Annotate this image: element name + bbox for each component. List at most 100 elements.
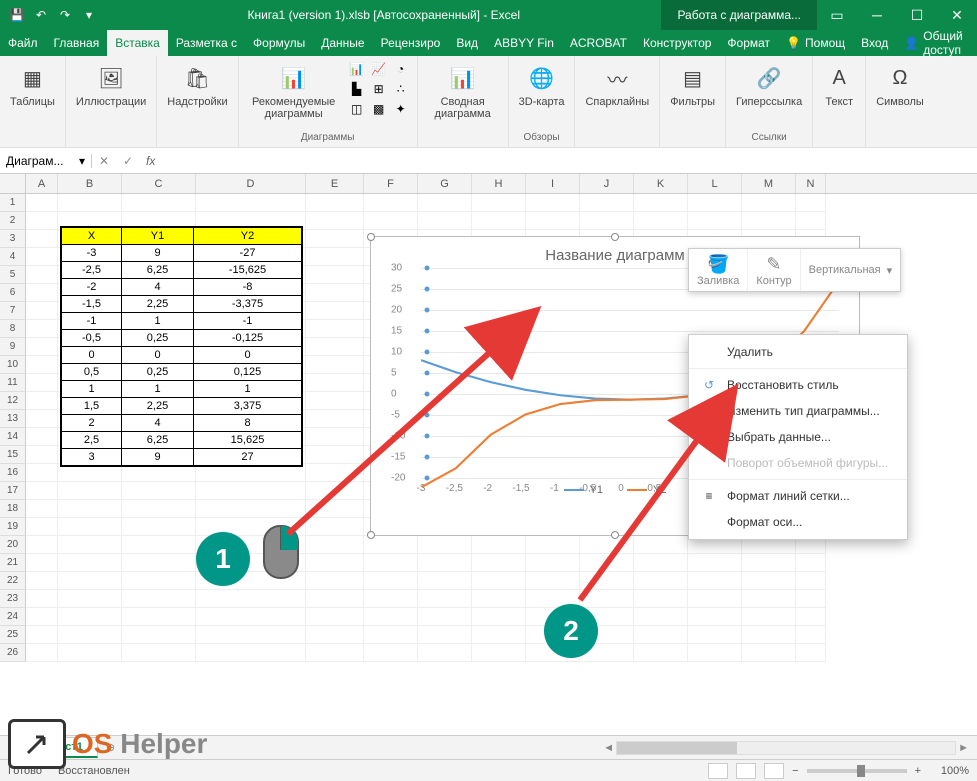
context-menu-item[interactable]: ↺Восстановить стиль (689, 372, 907, 398)
cell[interactable] (26, 392, 58, 410)
spreadsheet-grid[interactable]: ABCDEFGHIJKLMN 1234567891011121314151617… (0, 174, 977, 734)
cell[interactable] (196, 482, 306, 500)
row-header[interactable]: 26 (0, 644, 26, 662)
cell[interactable] (796, 194, 826, 212)
cell[interactable] (796, 644, 826, 662)
cell[interactable] (306, 284, 364, 302)
close-icon[interactable]: ✕ (937, 0, 977, 30)
fill-button[interactable]: 🪣 Заливка (689, 249, 748, 291)
cell[interactable] (58, 500, 122, 518)
column-header[interactable]: L (688, 174, 742, 193)
sparklines-button[interactable]: 〰 Спарклайны (581, 60, 653, 110)
column-header[interactable]: C (122, 174, 196, 193)
ribbon-tab-данные[interactable]: Данные (313, 30, 372, 56)
ribbon-tab-вид[interactable]: Вид (448, 30, 486, 56)
cell[interactable] (306, 338, 364, 356)
chart-handle[interactable] (611, 531, 619, 539)
cell[interactable] (742, 644, 796, 662)
orientation-dropdown[interactable]: Вертикальная ▾ (801, 249, 901, 291)
ribbon-tab-конструктор[interactable]: Конструктор (635, 30, 719, 56)
cell[interactable] (122, 554, 196, 572)
column-header[interactable]: G (418, 174, 472, 193)
row-header[interactable]: 21 (0, 554, 26, 572)
cell[interactable] (472, 194, 526, 212)
row-header[interactable]: 7 (0, 302, 26, 320)
combo-chart-icon[interactable]: ◫ (347, 100, 367, 118)
row-header[interactable]: 12 (0, 392, 26, 410)
cell[interactable] (634, 212, 688, 230)
cell[interactable] (58, 194, 122, 212)
cell[interactable] (26, 320, 58, 338)
cell[interactable] (26, 572, 58, 590)
row-header[interactable]: 16 (0, 464, 26, 482)
column-header[interactable]: N (796, 174, 826, 193)
cell[interactable] (742, 572, 796, 590)
column-header[interactable]: I (526, 174, 580, 193)
minimize-icon[interactable]: ─ (857, 0, 897, 30)
cell[interactable] (26, 284, 58, 302)
cell[interactable] (26, 356, 58, 374)
cell[interactable] (306, 626, 364, 644)
cell[interactable] (306, 644, 364, 662)
cell[interactable] (306, 320, 364, 338)
cell[interactable] (196, 194, 306, 212)
cell[interactable] (796, 590, 826, 608)
cell[interactable] (742, 554, 796, 572)
column-header[interactable]: J (580, 174, 634, 193)
cell[interactable] (58, 482, 122, 500)
cell[interactable] (634, 536, 688, 554)
context-menu-item[interactable]: 📊Изменить тип диаграммы... (689, 398, 907, 424)
ribbon-tab-вставка[interactable]: Вставка (107, 30, 168, 56)
cell[interactable] (122, 518, 196, 536)
symbols-button[interactable]: Ω Символы (872, 60, 928, 110)
cell[interactable] (688, 554, 742, 572)
row-header[interactable]: 3 (0, 230, 26, 248)
cell[interactable] (634, 194, 688, 212)
save-icon[interactable]: 💾 (8, 6, 26, 24)
row-header[interactable]: 24 (0, 608, 26, 626)
cell[interactable] (688, 212, 742, 230)
cell[interactable] (26, 590, 58, 608)
cell[interactable] (742, 590, 796, 608)
cell[interactable] (418, 590, 472, 608)
normal-view-button[interactable] (708, 763, 728, 779)
chart-handle[interactable] (367, 531, 375, 539)
cell[interactable] (472, 608, 526, 626)
addins-button[interactable]: 🛍 Надстройки (163, 60, 231, 110)
cancel-formula-icon[interactable]: ✕ (92, 154, 116, 168)
cell[interactable] (306, 554, 364, 572)
cell[interactable] (26, 428, 58, 446)
cell[interactable] (364, 626, 418, 644)
cell[interactable] (472, 212, 526, 230)
cell[interactable] (418, 626, 472, 644)
cell[interactable] (26, 248, 58, 266)
cell[interactable] (742, 608, 796, 626)
page-layout-view-button[interactable] (736, 763, 756, 779)
cell[interactable] (418, 644, 472, 662)
cell[interactable] (122, 626, 196, 644)
cell[interactable] (526, 536, 580, 554)
cell[interactable] (634, 590, 688, 608)
context-menu-item[interactable]: Формат оси... (689, 509, 907, 535)
cell[interactable] (364, 194, 418, 212)
recommended-charts-button[interactable]: 📊 Рекомендуемые диаграммы (245, 60, 343, 122)
cell[interactable] (472, 626, 526, 644)
undo-icon[interactable]: ↶ (32, 6, 50, 24)
row-header[interactable]: 5 (0, 266, 26, 284)
cell[interactable] (26, 194, 58, 212)
cell[interactable] (580, 572, 634, 590)
cell[interactable] (306, 392, 364, 410)
cell[interactable] (526, 572, 580, 590)
cell[interactable] (688, 644, 742, 662)
cell[interactable] (26, 230, 58, 248)
cell[interactable] (196, 590, 306, 608)
cell[interactable] (306, 356, 364, 374)
cell[interactable] (306, 428, 364, 446)
cell[interactable] (472, 554, 526, 572)
cell[interactable] (306, 500, 364, 518)
cell[interactable] (580, 212, 634, 230)
cell[interactable] (364, 644, 418, 662)
hierarchy-chart-icon[interactable]: ▙ (347, 80, 367, 98)
cell[interactable] (634, 572, 688, 590)
row-header[interactable]: 23 (0, 590, 26, 608)
